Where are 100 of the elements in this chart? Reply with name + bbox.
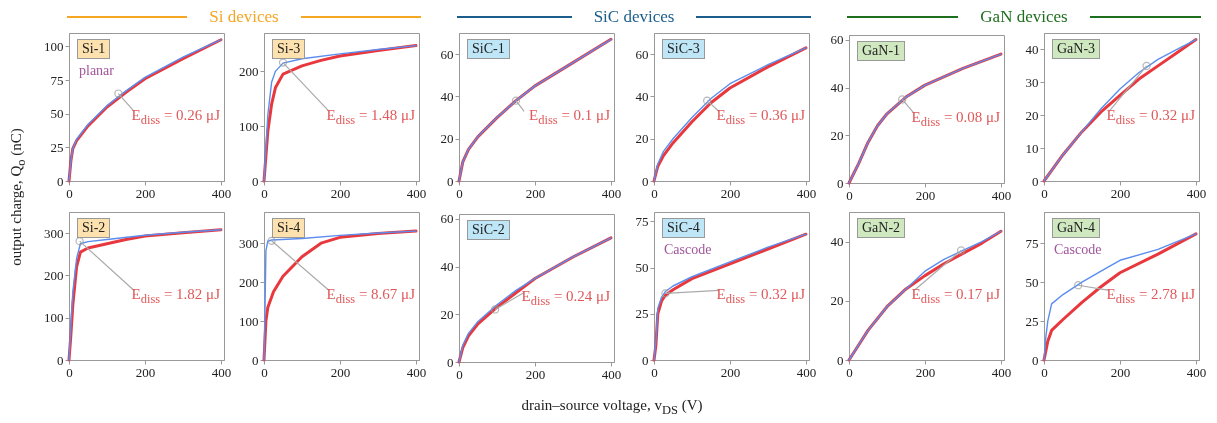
annotation: GaN-4 — [1052, 218, 1101, 238]
x-axis-title: drain–source voltage, v$_{DS}$ (V) — [521, 397, 703, 418]
y-tick-label: 0 — [447, 354, 454, 370]
annotation: E$_{diss}$ = 1.48 μJ — [326, 106, 415, 128]
y-tick-label: 60 — [440, 211, 454, 227]
y-tick-label: 60 — [440, 46, 454, 62]
chart-title: Si devices — [209, 7, 279, 27]
y-tick-label: 25 — [50, 139, 64, 155]
y-tick-label: 20 — [635, 131, 649, 147]
x-tick-label: 200 — [720, 185, 741, 201]
y-tick-label: 40 — [1025, 41, 1039, 57]
x-tick-label: 200 — [720, 364, 741, 380]
y-tick-label: 40 — [635, 88, 649, 104]
y-tick-label: 0 — [642, 173, 649, 189]
annotation: E$_{diss}$ = 8.67 μJ — [326, 285, 415, 307]
y-tick-label: 0 — [837, 175, 844, 191]
annotation: Si-3 — [272, 39, 306, 59]
annotation: GaN-1 — [857, 41, 906, 61]
x-tick-label: 200 — [915, 364, 936, 380]
x-tick-label: 400 — [796, 185, 817, 201]
y-tick-label: 25 — [635, 306, 649, 322]
y-tick-label: 0 — [252, 352, 259, 368]
y-tick-label: 50 — [635, 260, 649, 275]
annotation: E$_{diss}$ = 0.32 μJ — [716, 285, 805, 307]
y-tick-label: 100 — [239, 118, 259, 134]
y-tick-label: 0 — [57, 352, 64, 368]
annotation: E$_{diss}$ = 0.32 μJ — [1106, 106, 1195, 128]
y-tick-label: 100 — [44, 310, 64, 326]
y-tick-label: 20 — [440, 131, 454, 147]
y-tick-label: 0 — [1032, 173, 1039, 189]
x-tick-label: 200 — [135, 185, 156, 201]
annotation: E$_{diss}$ = 2.78 μJ — [1106, 285, 1195, 307]
chart-title: GaN devices — [980, 7, 1068, 27]
y-tick-label: 100 — [239, 313, 259, 329]
y-tick-label: 10 — [1025, 140, 1039, 156]
x-tick-label: 200 — [915, 187, 936, 203]
y-tick-label: 25 — [1025, 313, 1039, 329]
y-tick-label: 30 — [1025, 74, 1039, 90]
annotation: GaN-2 — [857, 218, 906, 238]
annotation: E$_{diss}$ = 1.82 μJ — [131, 285, 220, 307]
annotation: Si-1 — [77, 39, 111, 59]
y-tick-label: 100 — [44, 38, 64, 54]
annotation: SiC-2 — [467, 220, 510, 240]
y-tick-label: 300 — [44, 225, 64, 241]
x-tick-label: 200 — [525, 185, 546, 201]
annotation: E$_{diss}$ = 0.08 μJ — [911, 108, 1000, 130]
y-tick-label: 60 — [635, 46, 649, 62]
y-tick-label: 0 — [1032, 352, 1039, 368]
annotation: E$_{diss}$ = 0.26 μJ — [131, 106, 220, 128]
x-tick-label: 400 — [406, 185, 427, 201]
x-tick-label: 400 — [991, 187, 1012, 203]
chart-title: SiC devices — [593, 7, 675, 27]
x-tick-label: 400 — [991, 364, 1012, 380]
y-tick-label: 75 — [635, 213, 649, 229]
y-tick-label: 60 — [830, 32, 844, 48]
y-tick-label: 0 — [642, 352, 649, 368]
x-tick-label: 200 — [1110, 364, 1131, 380]
x-tick-label: 200 — [135, 364, 156, 380]
y-tick-label: 40 — [440, 88, 454, 104]
y-tick-label: 20 — [830, 127, 844, 143]
x-tick-label: 400 — [211, 185, 232, 201]
y-tick-label: 75 — [1025, 235, 1039, 251]
annotation: planar — [79, 63, 114, 79]
annotation: Cascode — [664, 242, 712, 258]
x-tick-label: 400 — [601, 366, 622, 382]
annotation: E$_{diss}$ = 0.24 μJ — [521, 287, 610, 309]
y-tick-label: 40 — [830, 234, 844, 250]
annotation: SiC-1 — [467, 39, 510, 59]
annotation: SiC-4 — [662, 218, 705, 238]
annotation: SiC-3 — [662, 39, 705, 59]
y-tick-label: 20 — [830, 293, 844, 309]
y-tick-label: 20 — [1025, 107, 1039, 123]
x-tick-label: 400 — [796, 364, 817, 380]
y-tick-label: 200 — [239, 274, 259, 290]
x-tick-label: 200 — [330, 185, 351, 201]
x-tick-label: 400 — [211, 364, 232, 380]
x-tick-label: 400 — [601, 185, 622, 201]
annotation: GaN-3 — [1052, 39, 1101, 59]
y-tick-label: 40 — [830, 80, 844, 96]
y-tick-label: 50 — [1025, 274, 1039, 290]
x-tick-label: 400 — [406, 364, 427, 380]
y-tick-label: 200 — [239, 63, 259, 79]
annotation: E$_{diss}$ = 0.1 μJ — [529, 106, 610, 128]
x-tick-label: 400 — [1186, 185, 1207, 201]
x-tick-label: 200 — [1110, 185, 1131, 201]
y-tick-label: 0 — [57, 173, 64, 189]
y-tick-label: 0 — [252, 173, 259, 189]
annotation: E$_{diss}$ = 0.36 μJ — [716, 106, 805, 128]
y-tick-label: 200 — [44, 267, 64, 283]
x-tick-label: 400 — [1186, 364, 1207, 380]
annotation: Cascode — [1054, 242, 1102, 258]
x-tick-label: 200 — [330, 364, 351, 380]
y-tick-label: 300 — [239, 235, 259, 251]
y-tick-label: 0 — [837, 352, 844, 368]
annotation: Si-2 — [77, 218, 111, 238]
y-tick-label: 0 — [447, 173, 454, 189]
annotation: Si-4 — [272, 218, 306, 238]
annotation: E$_{diss}$ = 0.17 μJ — [911, 285, 1000, 307]
y-tick-label: 20 — [440, 306, 454, 322]
y-tick-label: 40 — [440, 259, 454, 275]
